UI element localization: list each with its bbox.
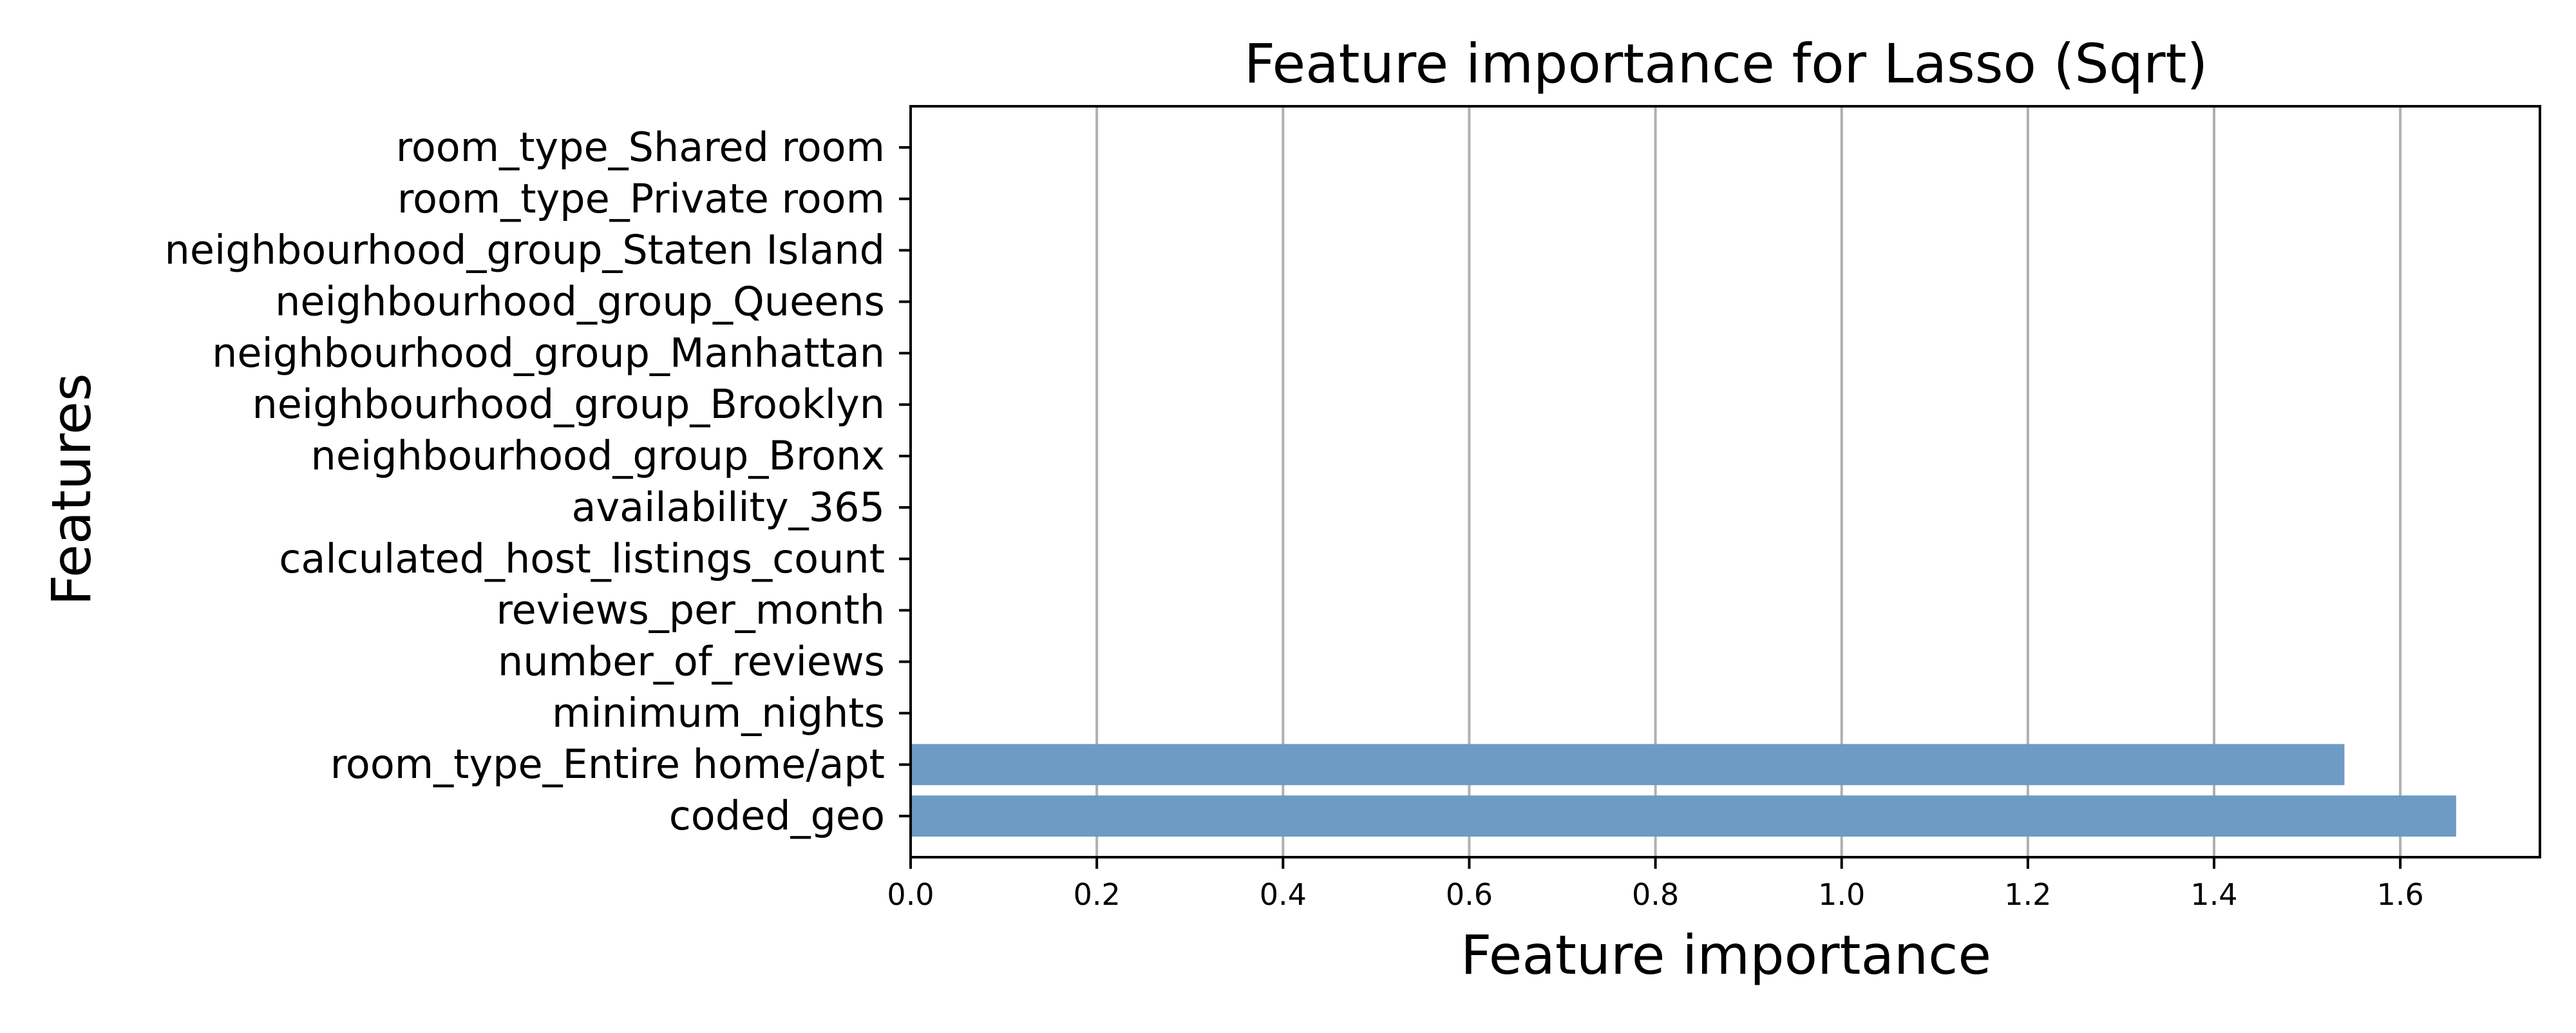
x-tick-label: 0.6 — [1446, 877, 1493, 912]
x-axis-ticks: 0.0 0.2 0.4 0.6 0.8 1.0 1.2 1.4 1.6 — [887, 857, 2424, 912]
feature-label: neighbourhood_group_Bronx — [311, 432, 885, 479]
bar — [911, 744, 2345, 786]
feature-label: room_type_Shared room — [396, 124, 885, 171]
x-tick-label: 0.0 — [887, 877, 934, 912]
feature-label: neighbourhood_group_Manhattan — [212, 329, 885, 376]
feature-label: coded_geo — [669, 792, 885, 839]
x-tick-label: 1.0 — [1818, 877, 1865, 912]
feature-label: availability_365 — [572, 484, 886, 531]
x-tick-label: 1.2 — [2004, 877, 2051, 912]
feature-label: room_type_Entire home/apt — [330, 741, 885, 788]
feature-label: neighbourhood_group_Queens — [275, 278, 885, 325]
x-tick-label: 1.4 — [2190, 877, 2237, 912]
bar — [911, 795, 2456, 837]
feature-label: minimum_nights — [552, 689, 885, 736]
chart-title: Feature importance for Lasso (Sqrt) — [1244, 32, 2208, 95]
feature-label: neighbourhood_group_Brooklyn — [252, 381, 885, 428]
feature-label: room_type_Private room — [397, 175, 885, 222]
feature-label: number_of_reviews — [498, 638, 885, 685]
x-tick-label: 0.2 — [1074, 877, 1121, 912]
y-axis-title: Features — [40, 373, 103, 605]
bars — [911, 744, 2456, 837]
x-tick-label: 0.8 — [1632, 877, 1679, 912]
feature-label: reviews_per_month — [496, 587, 885, 634]
gridlines — [1095, 106, 2402, 857]
x-tick-label: 0.4 — [1260, 877, 1307, 912]
plot-frame — [909, 105, 2541, 858]
feature-label: calculated_host_listings_count — [279, 535, 885, 582]
feature-label: neighbourhood_group_Staten Island — [165, 227, 885, 274]
x-tick-label: 1.6 — [2377, 877, 2424, 912]
x-axis-title: Feature importance — [1461, 924, 1991, 987]
